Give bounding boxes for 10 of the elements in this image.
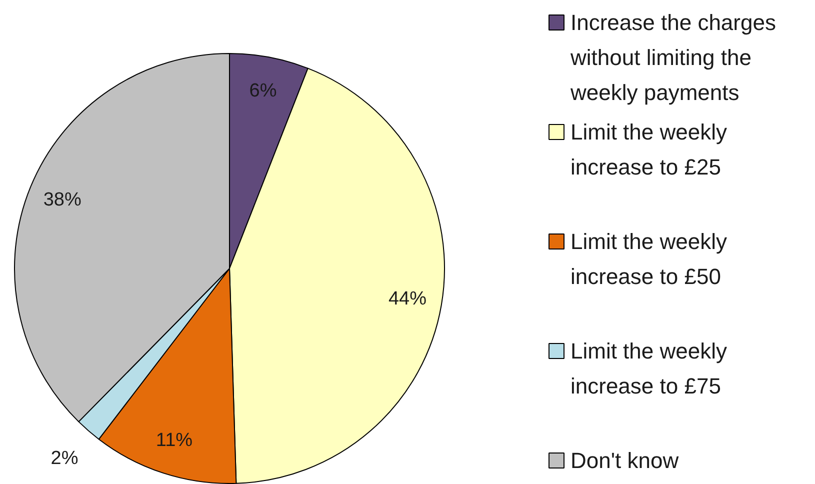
legend-label: Increase the charges without limiting the weekly payments: [570, 10, 776, 105]
data-label: 11%: [156, 430, 193, 451]
legend-label: Limit the weekly increase to £50: [570, 229, 728, 289]
data-label: 38%: [43, 190, 82, 211]
data-label: 44%: [388, 288, 427, 310]
legend-label: Limit the weekly increase to £25: [570, 120, 728, 180]
legend-label: Limit the weekly increase to £75: [570, 338, 728, 398]
data-label: 6%: [249, 80, 277, 102]
data-label: 2%: [50, 448, 78, 469]
legend-label: Don't know: [570, 448, 679, 473]
